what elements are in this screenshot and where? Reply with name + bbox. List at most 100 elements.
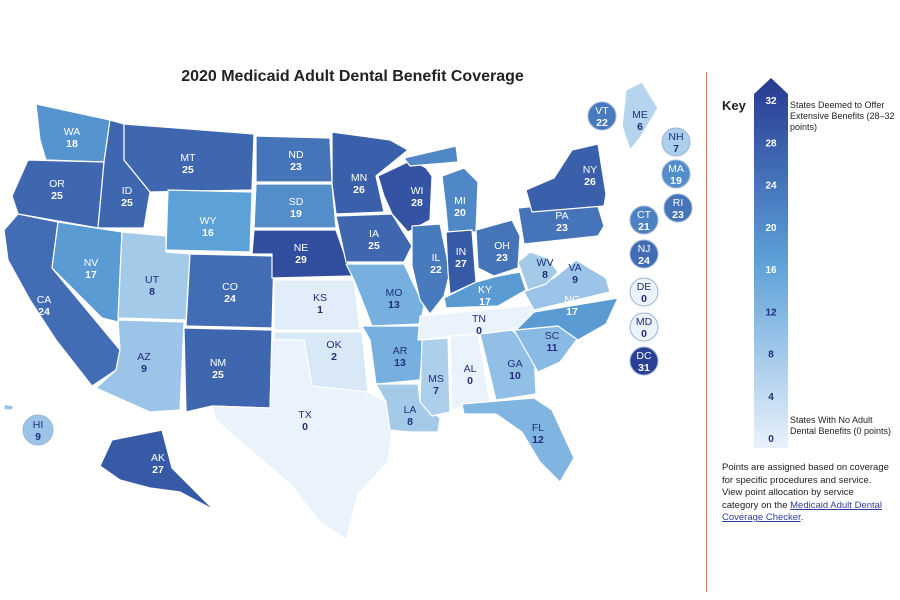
state-abbr-ma: MA (668, 163, 684, 175)
state-hi (3, 403, 15, 411)
state-abbr-hi: HI (33, 419, 44, 431)
state-abbr-al: AL (464, 363, 477, 375)
state-abbr-il: IL (432, 252, 441, 264)
state-value-il: 22 (430, 264, 442, 276)
state-wy (165, 189, 253, 253)
state-value-ia: 25 (368, 240, 380, 252)
state-or (11, 159, 105, 229)
state-nv (51, 221, 123, 323)
state-value-nj: 24 (638, 255, 650, 267)
state-abbr-ne: NE (294, 242, 309, 254)
state-abbr-mt: MT (180, 152, 196, 164)
divider-line (706, 72, 707, 592)
state-value-al: 0 (467, 375, 473, 387)
state-value-az: 9 (141, 363, 147, 375)
state-abbr-ar: AR (393, 345, 408, 357)
state-abbr-wi: WI (411, 185, 424, 197)
state-ny (525, 143, 607, 213)
key-note-end: . (800, 512, 804, 523)
state-abbr-ks: KS (313, 292, 327, 304)
key-tick-28: 28 (765, 138, 777, 149)
state-dc-badge (629, 346, 659, 376)
state-abbr-nh: NH (668, 131, 683, 143)
state-value-ne: 29 (295, 254, 307, 266)
state-abbr-mo: MO (386, 287, 403, 299)
key-tick-4: 4 (768, 392, 774, 403)
map-title: 2020 Medicaid Adult Dental Benefit Cover… (181, 68, 524, 85)
state-value-pa: 23 (556, 222, 568, 234)
state-fl (461, 397, 575, 483)
state-value-ma: 19 (670, 175, 682, 187)
key-top-label: States Deemed to Offer Extensive Benefit… (790, 100, 895, 132)
state-ne (251, 229, 353, 279)
state-abbr-wy: WY (200, 215, 217, 227)
state-value-me: 6 (637, 121, 643, 133)
state-abbr-md: MD (636, 316, 653, 328)
state-abbr-id: ID (122, 185, 133, 197)
state-abbr-oh: OH (494, 240, 510, 252)
state-value-nh: 7 (673, 143, 679, 155)
state-value-sc: 11 (546, 342, 557, 354)
state-value-ca: 24 (38, 306, 50, 318)
us-map: WA18OR25CA24ID25NV17MT25WY16UT8AZ9CO24NM… (3, 81, 693, 541)
key-note-text: Points are assigned based on coverage fo… (722, 462, 889, 511)
state-value-mt: 25 (182, 164, 194, 176)
state-value-ut: 8 (149, 286, 155, 298)
state-abbr-nc: NC (564, 294, 580, 306)
key-tick-8: 8 (768, 350, 774, 361)
state-abbr-sd: SD (289, 196, 304, 208)
key-tick-12: 12 (765, 307, 777, 318)
key-tick-16: 16 (765, 265, 777, 276)
state-abbr-ak: AK (151, 452, 165, 464)
state-value-sd: 19 (290, 208, 302, 220)
state-abbr-ok: OK (326, 339, 341, 351)
state-value-id: 25 (121, 197, 133, 209)
state-abbr-vt: VT (595, 105, 609, 117)
state-ri-badge (663, 193, 693, 223)
state-value-ms: 7 (433, 385, 439, 397)
state-la (375, 383, 441, 433)
state-oh (475, 219, 521, 277)
key-tick-32: 32 (765, 96, 777, 107)
state-abbr-ut: UT (145, 274, 160, 286)
state-abbr-pa: PA (555, 210, 568, 222)
state-abbr-fl: FL (532, 422, 544, 434)
state-value-la: 8 (407, 416, 413, 428)
state-mn (331, 131, 409, 215)
state-ma-badge (661, 159, 691, 189)
state-value-va: 9 (572, 274, 578, 286)
state-value-mi: 20 (454, 207, 466, 219)
state-nm (183, 327, 273, 413)
state-abbr-la: LA (404, 404, 417, 416)
state-abbr-me: ME (632, 109, 648, 121)
state-value-wy: 16 (202, 227, 214, 239)
state-value-or: 25 (51, 190, 63, 202)
state-value-wi: 28 (411, 197, 423, 209)
state-value-ky: 17 (479, 296, 491, 308)
coverage-checker-link[interactable]: Medicaid Adult Dental Coverage Checker (722, 499, 883, 524)
state-abbr-az: AZ (137, 351, 151, 363)
state-ga (479, 329, 537, 401)
state-sd (253, 183, 337, 229)
state-mi-upper (403, 145, 459, 167)
state-ct-badge (629, 205, 659, 235)
key-bottom-label: States With No Adult Dental Benefits (0 … (790, 415, 892, 436)
state-de-badge (629, 277, 659, 307)
state-ms (419, 337, 451, 417)
state-value-wv: 8 (542, 269, 548, 281)
state-md-badge (629, 312, 659, 342)
state-abbr-ct: CT (637, 209, 652, 221)
state-abbr-de: DE (637, 281, 652, 293)
state-abbr-ri: RI (673, 197, 684, 209)
state-abbr-ga: GA (507, 358, 522, 370)
state-abbr-tn: TN (472, 313, 486, 325)
state-abbr-ny: NY (583, 164, 598, 176)
state-abbr-mi: MI (454, 195, 466, 207)
state-ky (443, 271, 527, 309)
state-value-mo: 13 (388, 299, 400, 311)
state-value-dc: 31 (638, 362, 650, 374)
state-co (185, 253, 275, 329)
state-value-nc: 17 (566, 306, 578, 318)
state-value-ar: 13 (394, 357, 406, 369)
key-tick-0: 0 (768, 434, 774, 445)
